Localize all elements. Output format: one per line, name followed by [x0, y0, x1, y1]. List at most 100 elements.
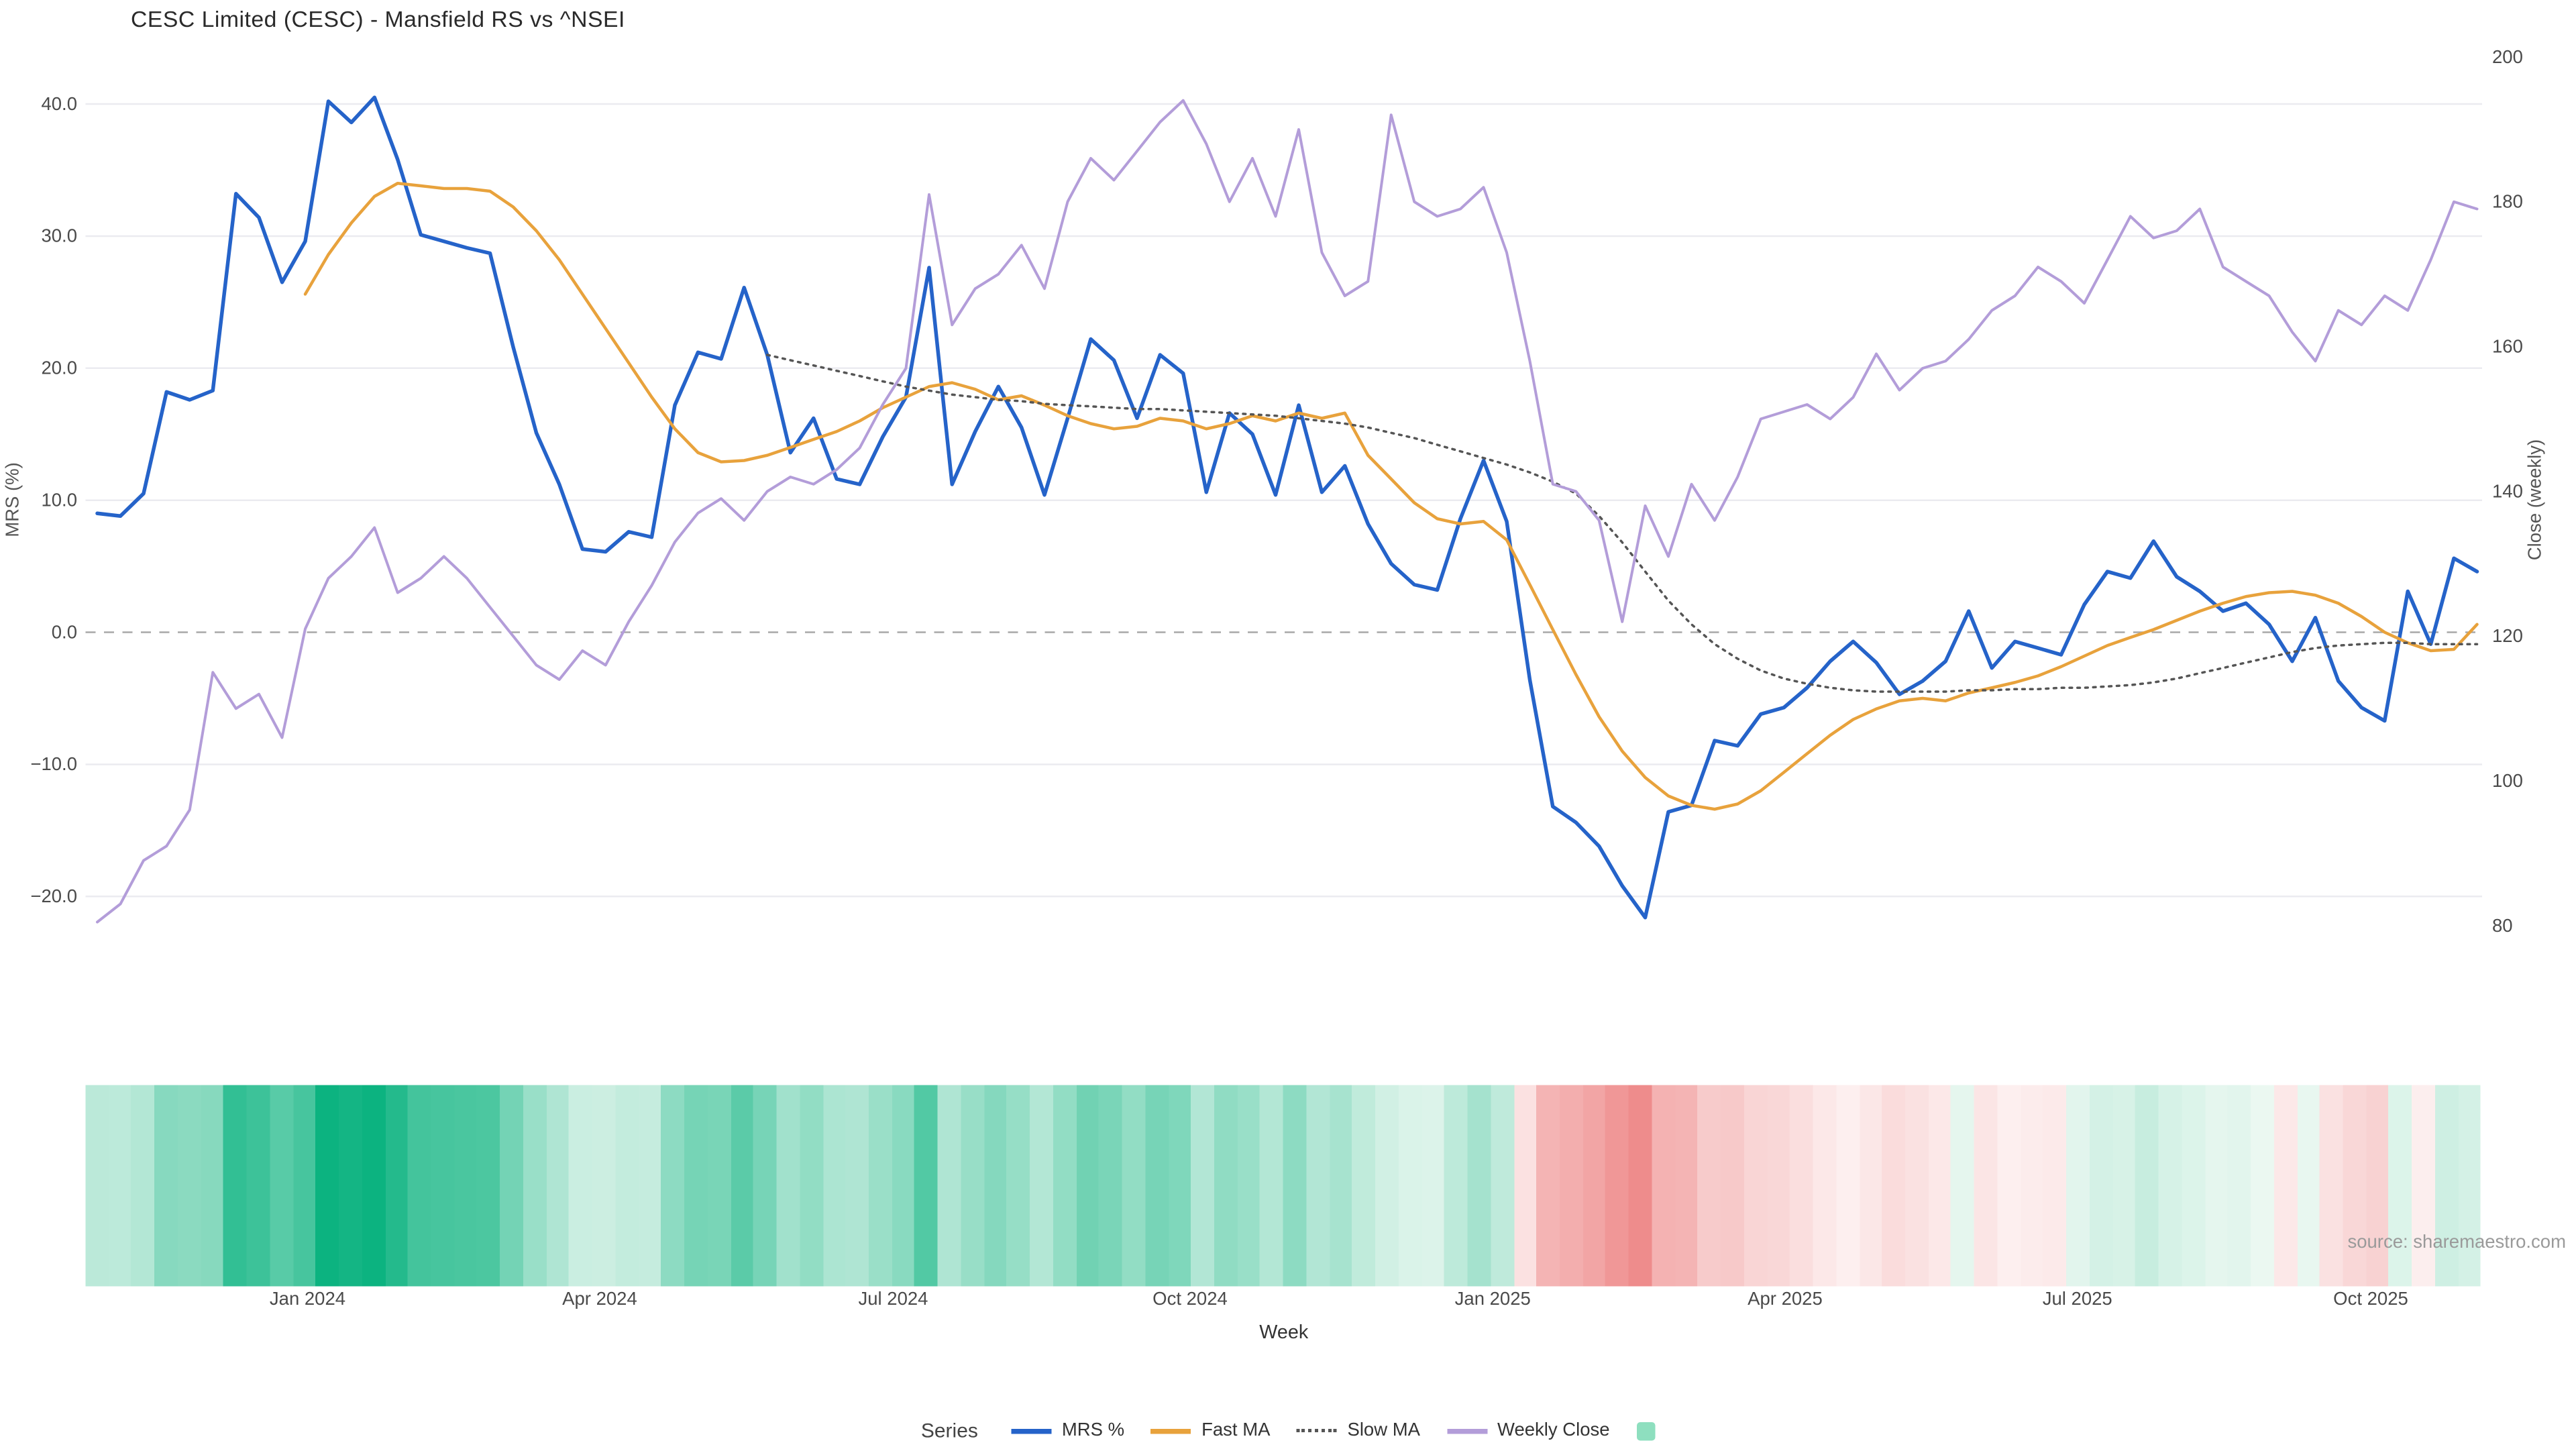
- heatmap-cell: [292, 1085, 316, 1287]
- heatmap-cell: [1582, 1085, 1606, 1287]
- heatmap-cell: [569, 1085, 592, 1287]
- heatmap-cell: [1951, 1085, 1975, 1287]
- y-right-tick-label: 180: [2492, 191, 2523, 212]
- y-left-tick-label: 0.0: [52, 621, 77, 642]
- x-tick-label: Oct 2024: [1152, 1289, 1228, 1310]
- heatmap-cell: [1674, 1085, 1699, 1287]
- legend-item-slow-ma[interactable]: Slow MA: [1297, 1421, 1420, 1441]
- heatmap-cell: [1283, 1085, 1307, 1287]
- heatmap-cell: [85, 1085, 109, 1287]
- chart-title: CESC Limited (CESC) - Mansfield RS vs ^N…: [131, 7, 625, 32]
- heatmap-cell: [1721, 1085, 1744, 1287]
- x-tick-label: Apr 2024: [562, 1289, 637, 1310]
- legend-item-heatmap[interactable]: [1636, 1421, 1656, 1440]
- heatmap-cell: [1260, 1085, 1283, 1287]
- heatmap-cell: [707, 1085, 731, 1287]
- heatmap-cell: [684, 1085, 708, 1287]
- heatmap-cell: [2251, 1085, 2274, 1287]
- heatmap-cell: [2273, 1085, 2297, 1287]
- y-left-tick-label: 30.0: [41, 225, 77, 246]
- heatmap-cell: [1398, 1085, 1421, 1287]
- x-tick-label: Apr 2025: [1748, 1289, 1823, 1310]
- heatmap-cell: [753, 1085, 777, 1287]
- heatmap-cell: [477, 1085, 500, 1287]
- heatmap-cell: [339, 1085, 362, 1287]
- heatmap-cell: [1006, 1085, 1030, 1287]
- heatmap-cell: [615, 1085, 639, 1287]
- legend-title: Series: [920, 1419, 978, 1442]
- heatmap-cell: [661, 1085, 685, 1287]
- heatmap-cell: [1030, 1085, 1053, 1287]
- heatmap-cell: [1467, 1085, 1491, 1287]
- heatmap-cell: [822, 1085, 846, 1287]
- x-tick-label: Jan 2025: [1454, 1289, 1531, 1310]
- heatmap-cell: [730, 1085, 754, 1287]
- heatmap-cell: [315, 1085, 339, 1287]
- heatmap-cell: [408, 1085, 431, 1287]
- heatmap-cell: [2434, 1085, 2459, 1287]
- series-slow-ma: [766, 354, 2479, 693]
- legend-item-label: MRS %: [1061, 1420, 1125, 1441]
- heatmap-cell: [845, 1085, 869, 1287]
- heatmap-cell: [1122, 1085, 1145, 1287]
- heatmap-cell: [1075, 1085, 1099, 1287]
- heatmap-cell: [1698, 1085, 1721, 1287]
- heatmap-cell: [2389, 1085, 2412, 1287]
- heatmap-cell: [1767, 1085, 1790, 1287]
- heatmap-cell: [1743, 1085, 1768, 1287]
- heatmap-cell: [1306, 1085, 1330, 1287]
- heatmap-cell: [2343, 1085, 2366, 1287]
- heatmap-cell: [1859, 1085, 1882, 1287]
- heatmap-cell: [2296, 1085, 2320, 1287]
- line-swatch: [1446, 1428, 1487, 1434]
- legend-item-mrs-[interactable]: MRS %: [1011, 1420, 1125, 1441]
- series-weekly-close: [96, 99, 2479, 924]
- x-tick-label: Jan 2024: [269, 1289, 346, 1310]
- heatmap-cell: [1629, 1085, 1652, 1287]
- series-fast-ma: [303, 182, 2479, 811]
- legend-item-label: Slow MA: [1347, 1420, 1420, 1441]
- heatmap-cell: [431, 1085, 454, 1287]
- heatmap-cell: [1605, 1085, 1629, 1287]
- y-right-tick-label: 160: [2492, 335, 2523, 356]
- heatmap-cell: [108, 1085, 132, 1287]
- heatmap-cell: [914, 1085, 938, 1287]
- heatmap-swatch: [1636, 1421, 1656, 1440]
- heatmap-cell: [776, 1085, 800, 1287]
- heatmap-cell: [1490, 1085, 1514, 1287]
- heatmap-cell: [1905, 1085, 1929, 1287]
- heatmap-cell: [270, 1085, 293, 1287]
- legend-item-weekly-close[interactable]: Weekly Close: [1446, 1421, 1610, 1441]
- heatmap-cell: [2412, 1085, 2435, 1287]
- heatmap-cell: [868, 1085, 892, 1287]
- heatmap-cell: [1882, 1085, 1906, 1287]
- heatmap-cell: [362, 1085, 385, 1287]
- legend-item-label: Fast MA: [1201, 1420, 1271, 1441]
- heatmap-cell: [592, 1085, 616, 1287]
- heatmap-cell: [961, 1085, 984, 1287]
- heatmap-cell: [2204, 1085, 2228, 1287]
- x-tick-label: Jul 2025: [2042, 1289, 2112, 1310]
- heatmap-cell: [1560, 1085, 1583, 1287]
- heatmap-cell: [1191, 1085, 1214, 1287]
- heatmap-cell: [201, 1085, 224, 1287]
- heatmap-cell: [246, 1085, 270, 1287]
- heatmap-cell: [1536, 1085, 1560, 1287]
- heatmap-cell: [2458, 1085, 2481, 1287]
- x-axis-title: Week: [1259, 1323, 1309, 1344]
- heatmap-cell: [1813, 1085, 1837, 1287]
- legend: Series MRS % Fast MA Slow MA Weekly Close: [0, 1419, 2576, 1442]
- dotted-line-swatch: [1297, 1429, 1338, 1432]
- y-left-tick-label: 20.0: [41, 358, 77, 378]
- y-right-tick-label: 100: [2492, 770, 2523, 791]
- legend-item-fast-ma[interactable]: Fast MA: [1151, 1421, 1270, 1441]
- heatmap-cell: [453, 1085, 478, 1287]
- heatmap-cell: [2365, 1085, 2390, 1287]
- heatmap-cell: [2089, 1085, 2113, 1287]
- x-axis-ticks: Jan 2024 Apr 2024 Jul 2024 Oct 2024 Jan 2025…: [0, 1290, 2576, 1313]
- heatmap-cell: [2112, 1085, 2136, 1287]
- heatmap-cell: [638, 1085, 661, 1287]
- y-left-tick-label: −10.0: [30, 753, 77, 774]
- heatmap-cell: [1099, 1085, 1122, 1287]
